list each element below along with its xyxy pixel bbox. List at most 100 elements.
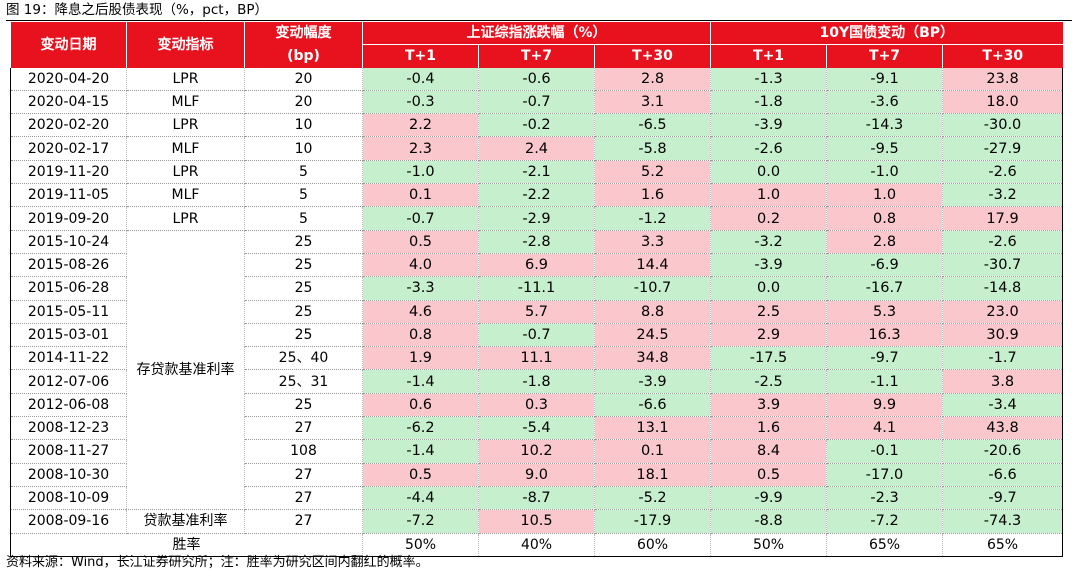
cell-value: -17.0 [826,463,944,487]
cell-value: 13.1 [594,416,712,441]
header-sub: T+30 [942,44,1063,68]
cell-value: 43.8 [942,416,1064,441]
cell-magnitude: 27 [244,509,363,534]
cell-value: 2.9 [710,323,828,348]
cell-magnitude: 10 [244,136,363,161]
cell-indicator: 贷款基准利率 [126,509,245,534]
cell-value: -14.8 [942,276,1064,301]
cell-date: 2015-03-01 [10,323,127,348]
cell-value: -0.3 [362,90,479,115]
cell-indicator-merged: 存贷款基准利率 [126,230,245,511]
cell-date: 2020-02-20 [10,113,127,138]
table-body: 2020-04-20 LPR 20 -0.4 -0.6 2.8 -1.3 -9.1 23.8 20… [10,67,1064,557]
cell-magnitude: 108 [244,439,363,464]
cell-value: 3.8 [942,369,1064,394]
cell-value: -6.9 [826,253,944,278]
cell-value: -30.7 [942,253,1064,278]
cell-value: -0.2 [478,113,595,138]
cell-indicator: LPR [126,160,245,185]
cell-value: -5.8 [594,136,712,161]
summary-value: 65% [826,533,944,557]
cell-value: -0.7 [478,90,595,115]
cell-value: 5.7 [478,300,595,324]
cell-value: -5.4 [478,416,595,441]
cell-value: -4.4 [362,486,479,511]
summary-value: 60% [594,533,712,557]
cell-value: -2.9 [478,206,595,231]
cell-value: 2.2 [362,113,479,138]
cell-magnitude: 25 [244,253,363,278]
table-row: 2020-02-17 MLF 10 2.3 2.4 -5.8 -2.6 -9.5 -27.9 [10,136,1064,161]
cell-value: 10.5 [478,509,595,534]
table-row: 2008-09-16 贷款基准利率 27 -7.2 10.5 -17.9 -8.8 -7.2-… [10,509,1064,534]
cell-value: -2.6 [942,230,1064,254]
table-row: 2019-11-05 MLF 5 0.1 -2.2 1.6 1.0 1.0 -3.2 [10,183,1064,208]
cell-value: -3.9 [710,113,828,138]
cell-value: 0.8 [362,323,479,348]
cell-value: 23.8 [942,67,1064,91]
cell-value: -1.4 [362,369,479,394]
cell-value: -17.9 [594,509,712,534]
table-row: 2020-04-20 LPR 20 -0.4 -0.6 2.8 -1.3 -9.1 23.8 [10,67,1064,91]
cell-value: -3.9 [710,253,828,278]
cell-value: 5.2 [594,160,712,185]
cell-magnitude: 25、31 [244,369,363,394]
cell-date: 2020-02-17 [10,136,127,161]
cell-value: -1.7 [942,346,1064,371]
cell-date: 2019-11-20 [10,160,127,185]
cell-value: 0.5 [362,463,479,487]
table-row: 2014-11-22 25、40 1.9 11.1 34.8 -17.5 -9.7 -1.7 [10,346,1064,371]
cell-value: 2.8 [826,230,944,254]
cell-value: 17.9 [942,206,1064,231]
header-sub: T+1 [710,44,827,68]
cell-value: 0.6 [362,393,479,418]
table-row: 2020-04-15 MLF 20 -0.3 -0.7 3.1 -1.8 -3.6 18.0 [10,90,1064,115]
cell-value: 3.9 [710,393,828,418]
cell-value: 8.8 [594,300,712,324]
cell-date: 2014-11-22 [10,346,127,371]
cell-magnitude: 5 [244,160,363,185]
cell-value: 1.6 [710,416,828,441]
cell-value: -0.7 [362,206,479,231]
cell-value: -3.6 [826,90,944,115]
cell-value: -10.7 [594,276,712,301]
table-row: 2015-08-26 25 4.0 6.9 14.4 -3.9 -6.9 -30.7 [10,253,1064,278]
header-sub: T+7 [826,44,943,68]
cell-value: 30.9 [942,323,1064,348]
cell-value: -9.7 [942,486,1064,511]
cell-value: 0.1 [362,183,479,208]
header-date: 变动日期 [10,22,127,68]
cell-magnitude: 20 [244,90,363,115]
cell-value: 4.1 [826,416,944,441]
cell-indicator: MLF [126,90,245,115]
cell-value: 0.3 [478,393,595,418]
cell-value: 0.0 [710,160,828,185]
cell-magnitude: 25 [244,323,363,348]
cell-value: -6.5 [594,113,712,138]
cell-value: -3.4 [942,393,1064,418]
cell-value: -2.3 [826,486,944,511]
table-row: 2019-09-20 LPR 5 -0.7 -2.9 -1.2 0.2 0.8 17.9 [10,206,1064,231]
cell-date: 2015-10-24 [10,230,127,254]
cell-value: -17.5 [710,346,828,371]
cell-value: 0.5 [362,230,479,254]
cell-magnitude: 25 [244,276,363,301]
cell-date: 2008-11-27 [10,439,127,464]
cell-value: -3.2 [710,230,828,254]
cell-value: -1.0 [362,160,479,185]
cell-value: 0.0 [710,276,828,301]
cell-value: -9.5 [826,136,944,161]
cell-value: -1.1 [826,369,944,394]
cell-date: 2012-07-06 [10,369,127,394]
table-row: 2008-10-30 27 0.5 9.0 18.1 0.5 -17.0 -6.6 [10,463,1064,487]
summary-row: 胜率 50% 40% 60% 50% 65% 65% [10,533,1064,557]
cell-value: -0.7 [478,323,595,348]
cell-date: 2008-12-23 [10,416,127,441]
cell-value: -16.7 [826,276,944,301]
summary-value: 50% [362,533,479,557]
table-row: 2008-12-23 27 -6.2 -5.4 13.1 1.6 4.1 43.8 [10,416,1064,441]
cell-value: 18.1 [594,463,712,487]
source-note: 资料来源：Wind，长江证券研究所；注：胜率为研究区间内翻红的概率。 [6,555,429,570]
cell-indicator: MLF [126,136,245,161]
cell-value: 14.4 [594,253,712,278]
